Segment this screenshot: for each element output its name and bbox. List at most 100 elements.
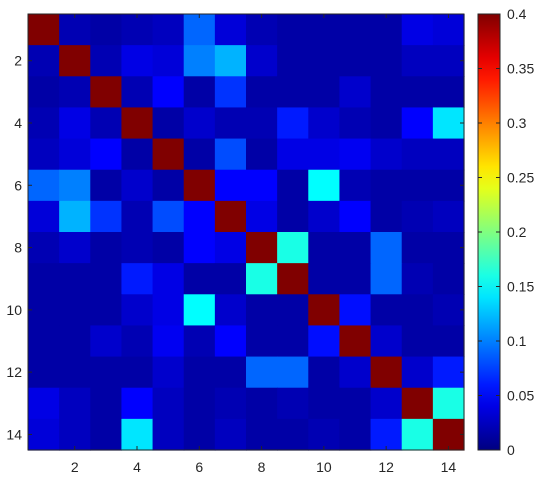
heatmap-cell-r5-c7 [214, 138, 247, 171]
heatmap-cell-r8-c9 [277, 232, 309, 264]
heatmap-cell-r8-c3 [90, 232, 123, 264]
heatmap-cell-r7-c8 [246, 200, 278, 233]
colorbar-ticks: 0 0.05 0.1 0.15 0.2 0.25 0.3 0.35 0.4 [478, 6, 534, 458]
heatmap-cell-r11-c2 [59, 325, 91, 358]
heatmap-cell-r8-c12 [370, 232, 403, 264]
heatmap-cell-r3-c3 [90, 76, 123, 109]
heatmap-cell-r1-c2 [59, 14, 91, 46]
y-tick-label: 2 [14, 53, 22, 69]
heatmap-cell-r14-c11 [339, 418, 372, 451]
heatmap-cell-r7-c14 [432, 200, 465, 233]
heatmap-cell-r14-c14 [432, 418, 465, 451]
heatmap-cell-r10-c13 [401, 294, 434, 327]
heatmap-cell-r12-c13 [401, 356, 434, 389]
heatmap-cell-r12-c4 [121, 356, 154, 389]
heatmap-cell-r4-c6 [183, 107, 216, 140]
heatmap-cell-r8-c6 [183, 232, 216, 264]
heatmap-cell-r11-c5 [152, 325, 185, 358]
x-tick-label: 2 [71, 459, 79, 475]
heatmap-cell-r13-c7 [214, 387, 247, 420]
x-tick-label: 14 [441, 459, 457, 475]
heatmap-cell-r9-c8 [246, 263, 278, 295]
heatmap-cell-r6-c10 [308, 169, 341, 202]
heatmap-cell-r1-c10 [308, 14, 341, 46]
heatmap-cell-r8-c13 [401, 232, 434, 264]
heatmap-cell-r4-c1 [28, 107, 60, 140]
heatmap-cell-r6-c11 [339, 169, 372, 202]
heatmap-cell-r12-c10 [308, 356, 341, 389]
heatmap-cell-r4-c8 [246, 107, 278, 140]
heatmap-cell-r10-c4 [121, 294, 154, 327]
heatmap-cell-r13-c11 [339, 387, 372, 420]
heatmap-cell-r1-c7 [214, 14, 247, 46]
heatmap-cell-r12-c9 [277, 356, 309, 389]
heatmap-cell-r2-c11 [339, 45, 372, 77]
heatmap-cell-r5-c14 [432, 138, 465, 171]
heatmap-cell-r9-c1 [28, 263, 60, 295]
heatmap-cell-r7-c10 [308, 200, 341, 233]
heatmap-cell-r7-c2 [59, 200, 91, 233]
heatmap-cell-r1-c9 [277, 14, 309, 46]
heatmap-cell-r9-c13 [401, 263, 434, 295]
heatmap-cell-r4-c11 [339, 107, 372, 140]
heatmap-cells [28, 14, 465, 451]
heatmap-cell-r7-c9 [277, 200, 309, 233]
colorbar-tick-label: 0.4 [507, 6, 527, 22]
heatmap-cell-r4-c7 [214, 107, 247, 140]
heatmap-cell-r14-c12 [370, 418, 403, 451]
heatmap-cell-r8-c4 [121, 232, 154, 264]
heatmap-cell-r12-c6 [183, 356, 216, 389]
heatmap-cell-r2-c4 [121, 45, 154, 77]
colorbar-tick-label: 0.05 [507, 388, 534, 404]
heatmap-cell-r10-c6 [183, 294, 216, 327]
heatmap-cell-r2-c13 [401, 45, 434, 77]
heatmap-cell-r2-c6 [183, 45, 216, 77]
heatmap-cell-r3-c7 [214, 76, 247, 109]
heatmap-cell-r8-c14 [432, 232, 465, 264]
heatmap-cell-r11-c3 [90, 325, 123, 358]
heatmap-cell-r10-c1 [28, 294, 60, 327]
heatmap-cell-r5-c5 [152, 138, 185, 171]
heatmap-cell-r5-c9 [277, 138, 309, 171]
heatmap-cell-r6-c6 [183, 169, 216, 202]
heatmap-cell-r13-c9 [277, 387, 309, 420]
heatmap-cell-r8-c11 [339, 232, 372, 264]
x-axis-ticks: 2 4 6 8 10 12 14 [71, 14, 457, 475]
heatmap-cell-r13-c6 [183, 387, 216, 420]
heatmap-cell-r9-c2 [59, 263, 91, 295]
heatmap-cell-r9-c9 [277, 263, 309, 295]
heatmap-cell-r10-c5 [152, 294, 185, 327]
heatmap-cell-r14-c8 [246, 418, 278, 451]
colorbar-tick-label: 0.15 [507, 279, 534, 295]
heatmap-cell-r3-c11 [339, 76, 372, 109]
heatmap-cell-r14-c6 [183, 418, 216, 451]
heatmap-cell-r2-c2 [59, 45, 91, 77]
heatmap-cell-r4-c12 [370, 107, 403, 140]
heatmap-cell-r9-c4 [121, 263, 154, 295]
colorbar-tick-label: 0.25 [507, 170, 534, 186]
heatmap-cell-r4-c9 [277, 107, 309, 140]
heatmap-cell-r10-c7 [214, 294, 247, 327]
heatmap-cell-r2-c5 [152, 45, 185, 77]
x-tick-label: 10 [316, 459, 332, 475]
heatmap-cell-r5-c6 [183, 138, 216, 171]
heatmap-cell-r1-c13 [401, 14, 434, 46]
heatmap-cell-r7-c12 [370, 200, 403, 233]
heatmap-cell-r13-c1 [28, 387, 60, 420]
heatmap-cell-r14-c4 [121, 418, 154, 451]
heatmap-cell-r11-c10 [308, 325, 341, 358]
heatmap-cell-r7-c7 [214, 200, 247, 233]
heatmap-cell-r13-c8 [246, 387, 278, 420]
heatmap-cell-r13-c14 [432, 387, 465, 420]
heatmap-cell-r13-c10 [308, 387, 341, 420]
heatmap-cell-r2-c9 [277, 45, 309, 77]
heatmap-cell-r7-c1 [28, 200, 60, 233]
heatmap-cell-r5-c1 [28, 138, 60, 171]
heatmap-cell-r5-c4 [121, 138, 154, 171]
heatmap-cell-r1-c14 [432, 14, 465, 46]
heatmap-cell-r3-c6 [183, 76, 216, 109]
heatmap-cell-r14-c9 [277, 418, 309, 451]
heatmap-cell-r11-c14 [432, 325, 465, 358]
heatmap-cell-r12-c7 [214, 356, 247, 389]
